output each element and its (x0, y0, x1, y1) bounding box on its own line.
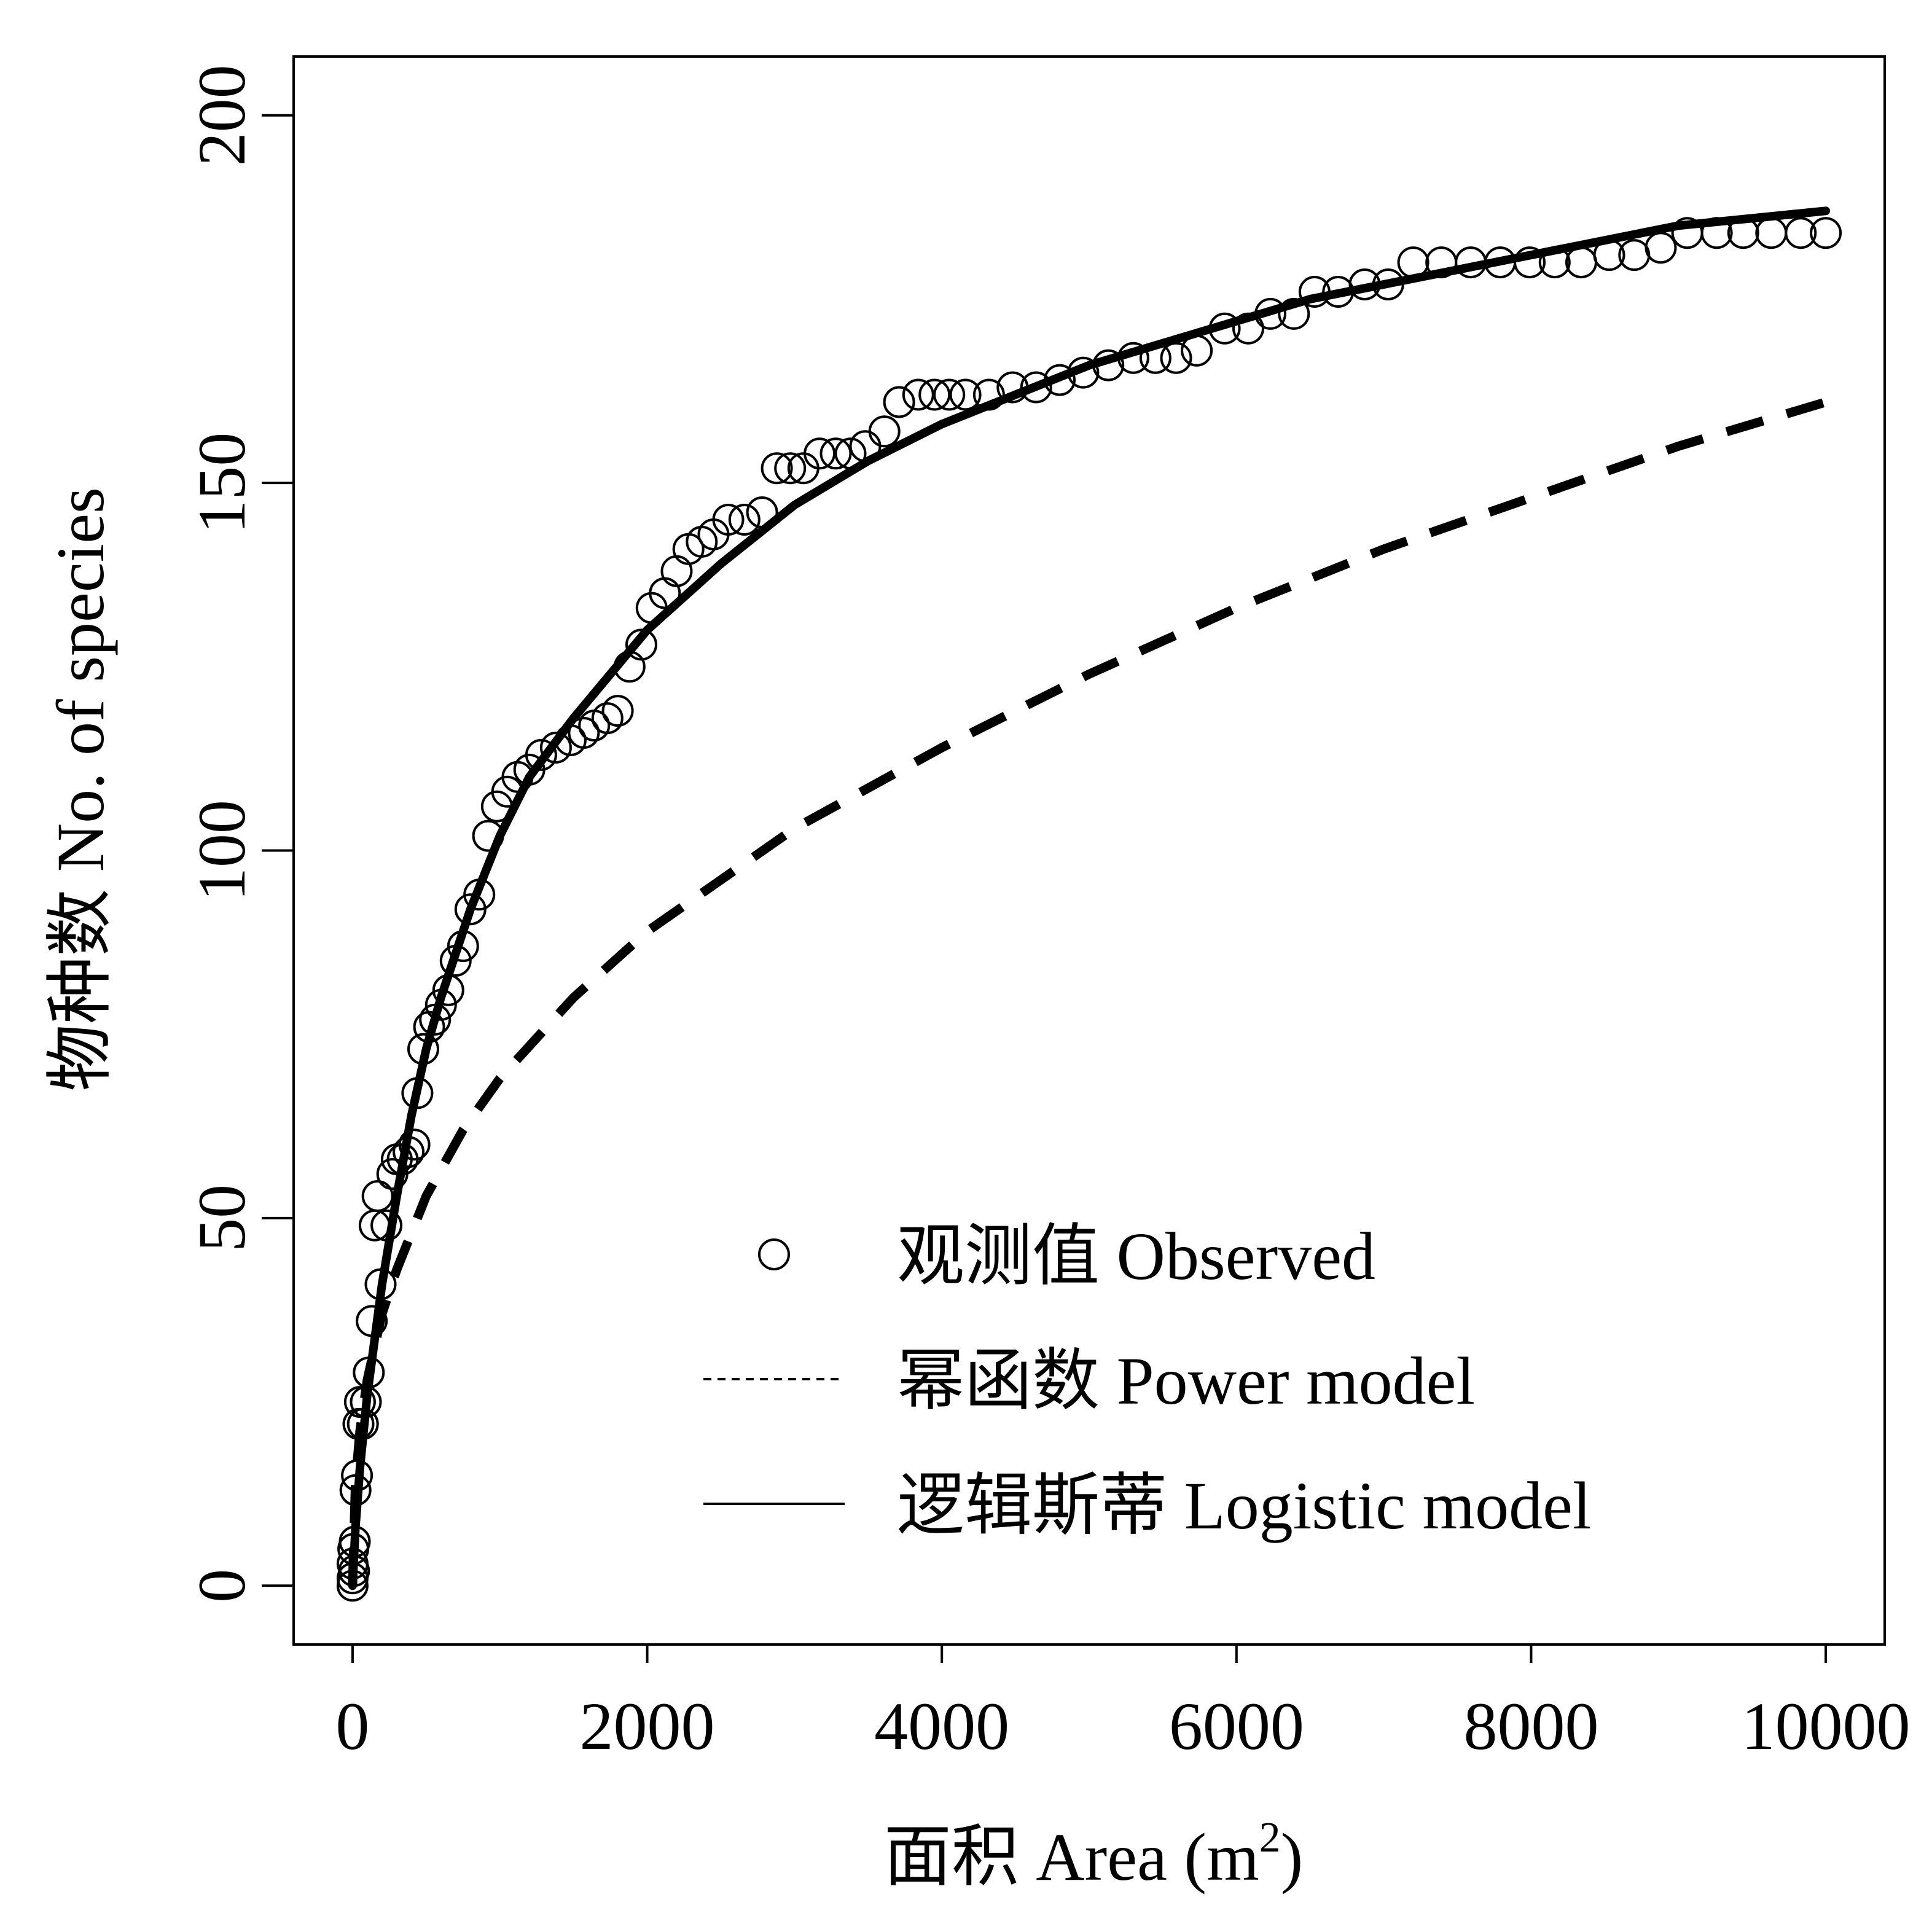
y-tick-label: 0 (184, 1569, 259, 1603)
x-tick-label: 4000 (874, 1689, 1009, 1764)
observed-point (1700, 217, 1733, 249)
observed-point (424, 988, 457, 1021)
observed-point (1645, 232, 1677, 264)
y-tick-label: 50 (184, 1184, 259, 1252)
observed-point (972, 378, 1005, 411)
observed-point (1254, 297, 1286, 330)
observed-point (370, 1209, 403, 1242)
observed-point (1181, 334, 1213, 367)
observed-point (949, 378, 982, 411)
observed-point (883, 386, 915, 418)
observed-point (336, 1570, 369, 1602)
legend-observed-label: 观测值 Observed (897, 1219, 1375, 1294)
x-axis-title: 面积 Area (m2) (884, 1814, 1304, 1895)
observed-point (1117, 342, 1149, 374)
observed-point (1397, 246, 1429, 279)
observed-point (1020, 371, 1052, 404)
legend: 观测值 Observed 幂函数 Power model 逻辑斯蒂 Logistic… (703, 1219, 1591, 1543)
observed-point (774, 452, 807, 485)
observed-point (1372, 268, 1404, 300)
observed-point (419, 1003, 452, 1036)
observed-point (407, 1033, 439, 1065)
observed-point (1514, 246, 1546, 279)
x-tick-label: 10000 (1742, 1689, 1910, 1764)
observed-point (341, 1459, 373, 1492)
logistic-model-line (348, 206, 1831, 1590)
observed-point (1092, 349, 1125, 381)
y-tick-label: 150 (184, 432, 259, 534)
observed-point (356, 1305, 388, 1337)
y-tick-label: 200 (184, 65, 259, 166)
observed-point (447, 930, 479, 963)
observed-point (728, 504, 761, 536)
observed-point (364, 1268, 397, 1300)
observed-point (1593, 239, 1625, 272)
observed-point (432, 974, 464, 1006)
x-axis-title-superscript: 2 (1259, 1814, 1281, 1861)
observed-point (1160, 342, 1192, 374)
observed-point (996, 371, 1029, 404)
observed-point (1139, 342, 1171, 374)
observed-point (1278, 297, 1310, 330)
observed-point (472, 819, 504, 852)
observed-point (1727, 217, 1759, 249)
observed-point (1298, 276, 1331, 308)
observed-point (439, 945, 472, 977)
y-axis: 0 50 100 150 200 (184, 65, 295, 1603)
observed-point (834, 437, 867, 470)
observed-point (1785, 217, 1817, 249)
observed-point (1810, 217, 1842, 249)
x-tick-label: 2000 (580, 1689, 715, 1764)
x-tick-label: 0 (335, 1689, 369, 1764)
observed-point (346, 1408, 379, 1440)
observed-point (1067, 356, 1100, 389)
observed-point (1538, 246, 1571, 279)
legend-observed-symbol (758, 1238, 790, 1270)
observed-point (398, 1128, 431, 1161)
x-tick-label: 8000 (1463, 1689, 1598, 1764)
observed-point (625, 628, 657, 661)
observed-point (1044, 364, 1076, 396)
x-axis: 0 2000 4000 6000 8000 10000 (335, 1643, 1910, 1764)
x-axis-title-tail: ) (1281, 1820, 1304, 1895)
plot-data-layer (336, 206, 1842, 1602)
observed-point (353, 1356, 385, 1389)
observed-point (918, 378, 951, 411)
observed-point (712, 504, 745, 536)
observed-point (746, 496, 778, 528)
observed-point (1348, 268, 1381, 300)
observed-point (568, 717, 600, 749)
observed-point (393, 1136, 425, 1168)
observed-point (1232, 312, 1264, 345)
legend-logistic-label: 逻辑斯蒂 Logistic model (897, 1468, 1591, 1543)
legend-power-label: 幂函数 Power model (897, 1343, 1475, 1418)
observed-point (933, 378, 966, 411)
observed-point (591, 702, 624, 735)
observed-point (761, 452, 793, 485)
observed-point (401, 1077, 434, 1109)
observed-point (539, 732, 572, 764)
observed-point (463, 878, 496, 911)
observed-point (601, 695, 634, 727)
observed-point (868, 415, 901, 448)
x-tick-label: 6000 (1169, 1689, 1304, 1764)
observed-point (804, 437, 836, 470)
observed-point (1208, 312, 1241, 345)
observed-point (819, 437, 852, 470)
y-tick-label: 100 (184, 800, 259, 901)
observed-point (339, 1474, 372, 1506)
observed-point (361, 1180, 394, 1212)
observed-point (902, 378, 934, 411)
y-axis-title: 物种数 No. of species (43, 487, 118, 1092)
observed-point (338, 1525, 371, 1558)
observed-point (525, 738, 557, 771)
